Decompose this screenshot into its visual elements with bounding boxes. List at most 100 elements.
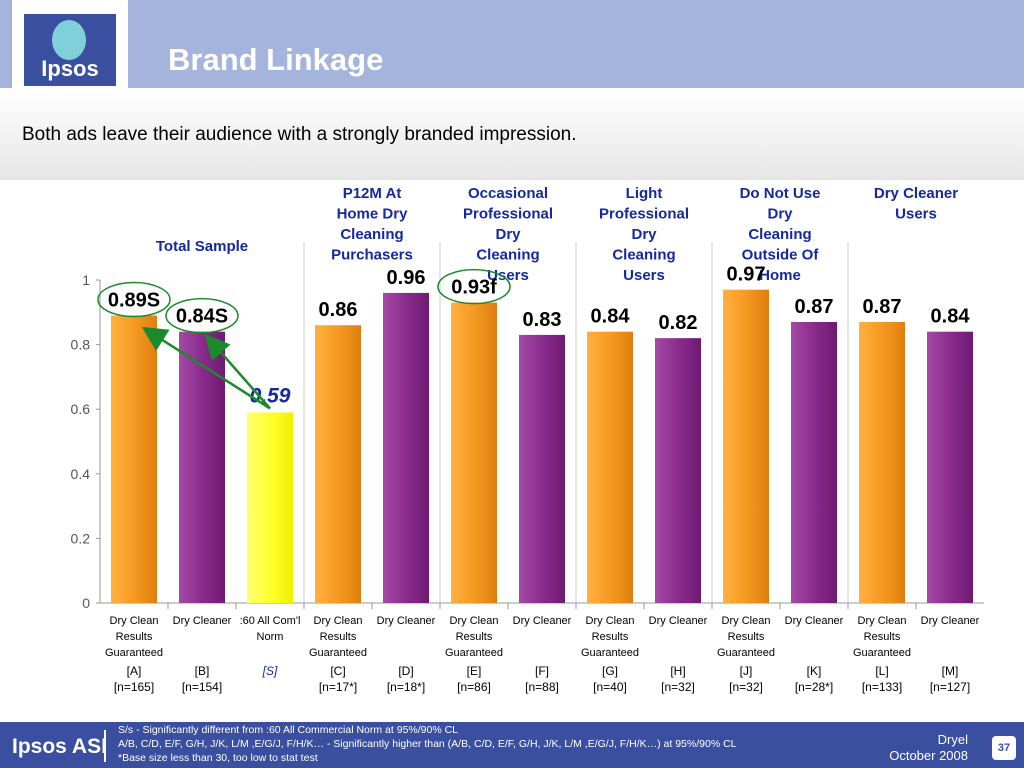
footnote-comparison: A/B, C/D, E/F, G/H, J/K, L/M ,E/G/J, F/H… xyxy=(118,738,737,750)
code-label: [H] xyxy=(670,664,685,678)
bar xyxy=(247,412,293,603)
bar xyxy=(179,331,225,603)
data-label: 0.96 xyxy=(387,267,426,289)
sample-size-label: [n=40] xyxy=(593,680,627,694)
logo-text: Ipsos xyxy=(41,56,99,81)
y-tick-label: 0.6 xyxy=(71,401,91,417)
code-label: [L] xyxy=(875,664,888,678)
category-label: Dry Cleaner xyxy=(513,615,572,627)
data-label: 0.84 xyxy=(591,306,631,328)
code-label: [F] xyxy=(535,664,549,678)
category-label: Dry Clean xyxy=(110,615,159,627)
code-label: [E] xyxy=(467,664,482,678)
category-label: Dry Clean xyxy=(858,615,907,627)
category-label: Results xyxy=(320,631,357,643)
category-label: Dry Cleaner xyxy=(173,615,232,627)
code-label: [C] xyxy=(330,664,345,678)
page-number: 37 xyxy=(992,736,1016,760)
category-label: Dry Clean xyxy=(722,615,771,627)
data-label: 0.93f xyxy=(451,277,497,299)
group-header: Dry Cleaner Users xyxy=(874,185,958,223)
sample-size-label: [n=88] xyxy=(525,680,559,694)
page-subtitle: Both ads leave their audience with a str… xyxy=(22,124,577,145)
code-label: [D] xyxy=(398,664,413,678)
ipsos-logo: Ipsos xyxy=(12,0,128,88)
footer-band xyxy=(0,722,1024,768)
category-label: :60 All Com'l xyxy=(240,615,301,627)
bar xyxy=(383,292,429,603)
group-header: Light Professional Dry Cleaning Users xyxy=(599,185,689,284)
data-label: 0.84S xyxy=(176,306,228,328)
head-silhouette-icon xyxy=(52,20,86,60)
category-label: Guaranteed xyxy=(445,647,503,659)
sample-size-label: [n=86] xyxy=(457,680,491,694)
bar xyxy=(111,315,157,603)
category-label: Guaranteed xyxy=(581,647,639,659)
comparison-arrow xyxy=(141,326,271,410)
bar xyxy=(519,334,565,603)
y-tick-label: 1 xyxy=(82,272,90,288)
footer-logo: Ipsos ASI xyxy=(12,735,107,758)
category-label: Guaranteed xyxy=(717,647,775,659)
bar xyxy=(791,321,837,603)
sample-size-label: [n=32] xyxy=(661,680,695,694)
group-header: P12M At Home Dry Cleaning Purchasers xyxy=(331,185,413,264)
sample-size-label: [n=17*] xyxy=(319,680,357,694)
data-label: 0.97 xyxy=(727,264,766,286)
y-tick-label: 0 xyxy=(82,595,90,611)
code-label: [K] xyxy=(807,664,822,678)
category-label: Results xyxy=(456,631,493,643)
logo-mark: Ipsos xyxy=(24,14,116,86)
sample-size-label: [n=127] xyxy=(930,680,970,694)
category-label: Dry Cleaner xyxy=(921,615,980,627)
category-label: Guaranteed xyxy=(309,647,367,659)
category-label: Dry Clean xyxy=(450,615,499,627)
sample-size-label: [n=133] xyxy=(862,680,902,694)
significance-circle xyxy=(165,297,239,334)
data-label: 0.84 xyxy=(931,306,971,328)
footnote-significance: S/s - Significantly different from :60 A… xyxy=(118,724,459,736)
data-label: 0.86 xyxy=(319,299,358,321)
bar xyxy=(859,321,905,603)
code-label: [G] xyxy=(602,664,618,678)
sample-size-label: [n=32] xyxy=(729,680,763,694)
data-label: 0.83 xyxy=(523,309,562,331)
data-label: 0.87 xyxy=(795,296,834,318)
code-label: [J] xyxy=(740,664,753,678)
category-label: Dry Cleaner xyxy=(377,615,436,627)
category-label: Results xyxy=(116,631,153,643)
y-tick-label: 0.8 xyxy=(71,337,91,353)
header-band xyxy=(0,0,1024,88)
sample-size-label: [n=165] xyxy=(114,680,154,694)
y-tick-label: 0.4 xyxy=(71,466,91,482)
category-label: Guaranteed xyxy=(853,647,911,659)
footnote-base-size: *Base size less than 30, too low to stat… xyxy=(118,752,318,764)
category-label: Dry Clean xyxy=(586,615,635,627)
category-label: Results xyxy=(864,631,901,643)
comparison-arrow xyxy=(204,333,271,410)
data-label: 0.89S xyxy=(108,290,160,312)
sample-size-label: [n=28*] xyxy=(795,680,833,694)
category-label: Results xyxy=(728,631,765,643)
sample-size-label: [n=18*] xyxy=(387,680,425,694)
bar xyxy=(723,289,769,603)
data-label: 0.87 xyxy=(863,296,902,318)
bar-chart: 0 0.2 0.4 0.6 0.8 1 Total Sample P12M At Home D… xyxy=(71,185,984,694)
bar xyxy=(315,325,361,603)
data-label: 0.59 xyxy=(250,384,291,407)
data-label: 0.82 xyxy=(659,312,698,334)
significance-circle xyxy=(97,281,171,318)
y-tick-label: 0.2 xyxy=(71,530,91,546)
group-header: Occasional Professional Dry Cleaning Users xyxy=(463,185,553,284)
code-label: [S] xyxy=(262,664,278,678)
sample-size-label: [n=154] xyxy=(182,680,222,694)
group-header: Total Sample xyxy=(156,238,248,255)
bar xyxy=(927,331,973,603)
category-label: Dry Clean xyxy=(314,615,363,627)
category-label: Dry Cleaner xyxy=(649,615,708,627)
footer-date: October 2008 xyxy=(889,748,968,763)
significance-circle xyxy=(437,268,511,305)
subtitle-band xyxy=(0,88,1024,180)
footer-client: Dryel xyxy=(937,732,968,747)
code-label: [M] xyxy=(942,664,959,678)
